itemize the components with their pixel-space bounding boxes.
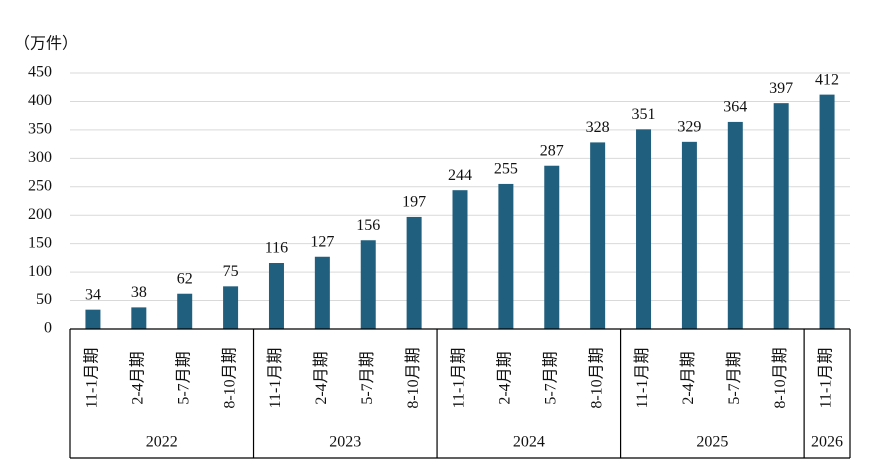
- y-tick-label: 150: [28, 234, 52, 251]
- group-label: 2026: [811, 434, 843, 451]
- bar: [406, 216, 422, 329]
- x-tick-label: 2-4月期: [312, 351, 330, 404]
- value-label: 62: [177, 270, 193, 287]
- value-label: 351: [632, 106, 656, 123]
- value-label: 127: [310, 233, 334, 250]
- x-tick-label: 5-7月期: [725, 351, 743, 404]
- bar: [544, 165, 560, 329]
- group-label: 2022: [146, 434, 178, 451]
- x-tick-label: 11-1月期: [817, 348, 835, 409]
- bar: [85, 309, 101, 329]
- value-label: 255: [494, 161, 518, 178]
- bar: [268, 263, 284, 329]
- x-tick-label: 8-10月期: [771, 347, 789, 408]
- x-tick-label: 5-7月期: [174, 351, 192, 404]
- bar: [314, 256, 330, 329]
- x-tick-label: 2-4月期: [496, 351, 514, 404]
- x-tick-label: 8-10月期: [220, 347, 238, 408]
- bar: [727, 121, 743, 330]
- y-tick-label: 400: [28, 92, 52, 109]
- value-label: 397: [769, 80, 793, 97]
- bar: [590, 142, 606, 329]
- bar: [773, 103, 789, 329]
- bar: [131, 307, 147, 329]
- group-label: 2024: [513, 434, 545, 451]
- x-tick-label: 5-7月期: [541, 351, 559, 404]
- value-label: 75: [223, 263, 239, 280]
- value-label: 156: [356, 217, 380, 234]
- group-label: 2025: [696, 434, 728, 451]
- x-tick-label: 2-4月期: [128, 351, 146, 404]
- bar: [452, 190, 468, 329]
- value-label: 328: [586, 119, 610, 136]
- y-tick-label: 300: [28, 149, 52, 166]
- y-axis-label: （万件）: [14, 35, 78, 53]
- y-tick-label: 100: [28, 263, 52, 280]
- bar: [498, 183, 514, 329]
- bar: [681, 141, 697, 329]
- bar: [636, 129, 652, 329]
- value-label: 34: [85, 286, 101, 303]
- bar: [360, 240, 376, 329]
- value-label: 287: [540, 142, 564, 159]
- y-tick-label: 0: [44, 320, 52, 337]
- x-tick-label: 11-1月期: [83, 348, 101, 409]
- bar: [223, 286, 239, 329]
- y-tick-label: 350: [28, 121, 52, 138]
- value-label: 329: [677, 119, 701, 136]
- y-tick-label: 50: [36, 291, 52, 308]
- bar: [177, 293, 193, 329]
- value-label: 364: [723, 99, 747, 116]
- x-tick-label: 11-1月期: [266, 348, 284, 409]
- value-label: 116: [265, 240, 288, 257]
- x-tick-label: 8-10月期: [404, 347, 422, 408]
- group-label: 2023: [329, 434, 361, 451]
- y-tick-label: 250: [28, 177, 52, 194]
- x-tick-label: 8-10月期: [587, 347, 605, 408]
- y-tick-label: 450: [28, 64, 52, 81]
- y-tick-label: 200: [28, 206, 52, 223]
- value-label: 197: [402, 194, 426, 211]
- value-label: 412: [815, 71, 839, 88]
- value-label: 38: [131, 284, 147, 301]
- value-label: 244: [448, 167, 472, 184]
- x-tick-label: 11-1月期: [450, 348, 468, 409]
- x-tick-label: 5-7月期: [358, 351, 376, 404]
- x-tick-label: 2-4月期: [679, 351, 697, 404]
- x-tick-label: 11-1月期: [633, 348, 651, 409]
- bar: [819, 94, 835, 330]
